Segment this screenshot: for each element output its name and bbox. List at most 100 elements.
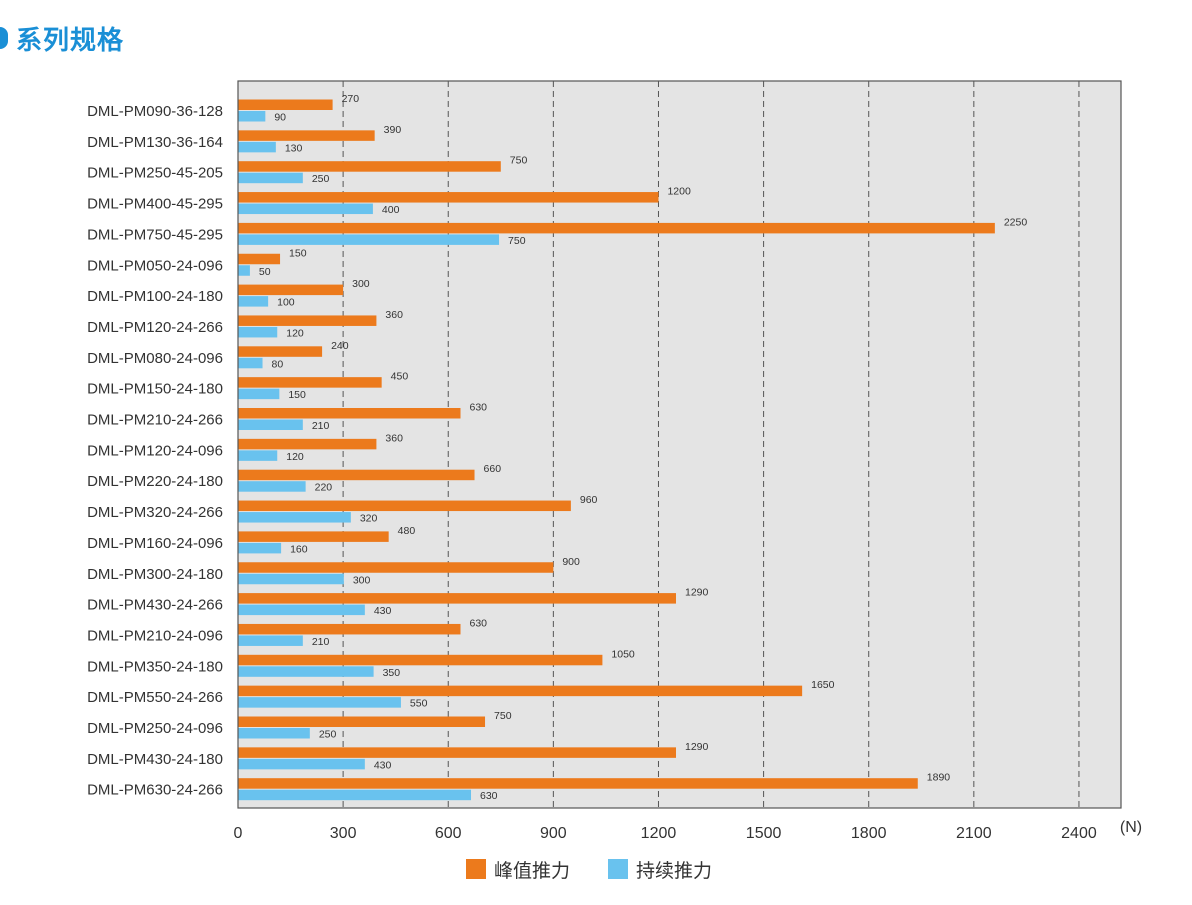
x-tick-label: 2400 xyxy=(1061,825,1097,842)
bar-peak-thrust xyxy=(238,315,377,326)
data-label-peak: 960 xyxy=(580,494,598,506)
category-label: DML-PM130-36-164 xyxy=(87,134,223,151)
bar-peak-thrust xyxy=(238,531,389,542)
data-label-peak: 1050 xyxy=(611,648,635,660)
legend-swatch-peak xyxy=(466,859,486,879)
bar-peak-thrust xyxy=(238,500,571,512)
data-label-peak: 660 xyxy=(484,463,502,475)
data-label-continuous: 250 xyxy=(312,173,330,185)
bar-continuous-thrust xyxy=(238,542,282,554)
category-label: DML-PM400-45-295 xyxy=(87,196,223,213)
category-label: DML-PM350-24-180 xyxy=(87,658,223,675)
category-label: DML-PM090-36-128 xyxy=(87,103,223,120)
bar-continuous-thrust xyxy=(238,419,303,430)
data-label-continuous: 400 xyxy=(382,204,400,216)
data-label-continuous: 750 xyxy=(508,235,526,247)
data-label-peak: 900 xyxy=(562,556,580,568)
bar-peak-thrust xyxy=(238,685,803,697)
data-label-peak: 1200 xyxy=(667,186,691,198)
legend-label-continuous: 持续推力 xyxy=(636,860,712,882)
bar-continuous-thrust xyxy=(238,635,303,646)
bar-peak-thrust xyxy=(238,469,475,481)
bar-continuous-thrust xyxy=(238,265,250,276)
data-label-peak: 750 xyxy=(494,710,512,722)
data-label-peak: 480 xyxy=(398,525,416,537)
data-label-peak: 1650 xyxy=(811,679,835,691)
category-label: DML-PM050-24-096 xyxy=(87,257,223,274)
bar-continuous-thrust xyxy=(238,666,374,677)
bar-continuous-thrust xyxy=(238,296,269,307)
category-label: DML-PM630-24-266 xyxy=(87,782,223,799)
data-label-continuous: 130 xyxy=(285,142,303,154)
bar-peak-thrust xyxy=(238,593,676,604)
data-label-peak: 450 xyxy=(391,371,409,383)
data-label-continuous: 150 xyxy=(288,389,306,401)
x-tick-label: 1500 xyxy=(746,825,782,842)
category-label: DML-PM220-24-180 xyxy=(87,473,223,490)
data-label-peak: 240 xyxy=(331,340,349,352)
title-bar: 系列规格 xyxy=(0,18,124,58)
category-label: DML-PM250-24-096 xyxy=(87,720,223,737)
x-tick-label: 900 xyxy=(540,825,567,842)
category-label: DML-PM750-45-295 xyxy=(87,226,223,243)
category-label: DML-PM430-24-180 xyxy=(87,751,223,768)
data-label-peak: 2250 xyxy=(1004,216,1028,228)
x-tick-label: 0 xyxy=(234,825,243,842)
bar-continuous-thrust xyxy=(238,388,280,400)
data-label-continuous: 430 xyxy=(374,605,392,617)
data-label-peak: 630 xyxy=(470,617,488,629)
data-label-peak: 150 xyxy=(289,247,307,259)
bar-peak-thrust xyxy=(238,222,995,234)
bar-continuous-thrust xyxy=(238,789,472,801)
data-label-peak: 270 xyxy=(342,93,360,105)
data-label-continuous: 100 xyxy=(277,297,295,309)
bar-continuous-thrust xyxy=(238,758,365,770)
bar-continuous-thrust xyxy=(238,172,303,184)
bar-continuous-thrust xyxy=(238,234,500,245)
x-tick-label: 2100 xyxy=(956,825,992,842)
bar-peak-thrust xyxy=(238,408,461,419)
bar-continuous-thrust xyxy=(238,357,263,369)
bar-peak-thrust xyxy=(238,747,676,758)
bar-continuous-thrust xyxy=(238,573,344,585)
bar-peak-thrust xyxy=(238,438,377,450)
bar-peak-thrust xyxy=(238,778,918,789)
bar-peak-thrust xyxy=(238,99,333,110)
bar-peak-thrust xyxy=(238,716,486,727)
bar-peak-thrust xyxy=(238,562,554,573)
x-axis-unit: (N) xyxy=(1120,819,1142,836)
plot-frame xyxy=(237,80,1122,809)
data-label-peak: 1290 xyxy=(685,587,709,599)
title-accent-mark xyxy=(0,27,8,49)
bar-continuous-thrust xyxy=(238,697,401,708)
data-label-continuous: 630 xyxy=(480,790,498,802)
bar-peak-thrust xyxy=(238,654,603,666)
bar-continuous-thrust xyxy=(238,141,276,153)
data-label-peak: 750 xyxy=(510,155,528,167)
data-label-continuous: 210 xyxy=(312,636,330,648)
bar-peak-thrust xyxy=(238,377,382,388)
category-label: DML-PM120-24-266 xyxy=(87,319,223,336)
legend: 峰值推力 持续推力 xyxy=(466,859,712,882)
data-label-continuous: 80 xyxy=(272,358,284,370)
category-label: DML-PM150-24-180 xyxy=(87,381,223,398)
bar-peak-thrust xyxy=(238,253,281,265)
data-label-continuous: 300 xyxy=(353,574,371,586)
data-label-peak: 390 xyxy=(384,124,402,136)
bar-continuous-thrust xyxy=(238,111,266,122)
category-label: DML-PM300-24-180 xyxy=(87,566,223,583)
data-label-continuous: 160 xyxy=(290,543,308,555)
category-label: DML-PM320-24-266 xyxy=(87,504,223,521)
x-tick-label: 300 xyxy=(330,825,357,842)
legend-swatch-continuous xyxy=(608,859,628,879)
data-label-continuous: 320 xyxy=(360,513,378,525)
category-label: DML-PM550-24-266 xyxy=(87,689,223,706)
bar-continuous-thrust xyxy=(238,481,306,492)
data-label-continuous: 120 xyxy=(286,451,304,463)
data-label-continuous: 350 xyxy=(383,667,401,679)
data-label-continuous: 90 xyxy=(274,112,286,124)
data-label-peak: 360 xyxy=(385,309,403,321)
bar-continuous-thrust xyxy=(238,450,278,461)
bar-peak-thrust xyxy=(238,623,461,635)
